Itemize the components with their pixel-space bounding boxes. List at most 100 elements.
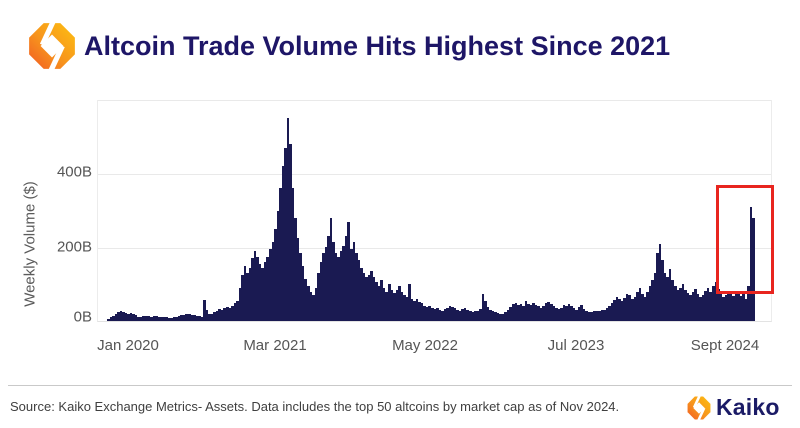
bar xyxy=(534,304,538,321)
gridline-200b xyxy=(98,248,771,249)
bar xyxy=(367,274,371,321)
bar xyxy=(286,118,290,321)
bar xyxy=(598,311,601,321)
bar xyxy=(443,309,447,321)
bar xyxy=(724,295,728,321)
bar xyxy=(722,297,725,321)
bar xyxy=(562,304,566,321)
bar xyxy=(504,312,507,321)
bar xyxy=(544,303,548,321)
bar xyxy=(729,293,733,321)
bar xyxy=(737,292,740,321)
bar xyxy=(711,286,715,321)
bar xyxy=(557,309,561,321)
bar xyxy=(719,294,723,321)
bar xyxy=(281,166,285,321)
gridline-600b xyxy=(98,100,771,101)
bar xyxy=(438,309,442,321)
bar xyxy=(587,311,591,321)
bar xyxy=(415,298,419,321)
bar xyxy=(628,295,631,321)
bar xyxy=(220,309,224,321)
bar xyxy=(258,263,262,321)
bar xyxy=(615,296,619,321)
bar xyxy=(704,290,707,321)
bar xyxy=(441,310,444,321)
footer-divider xyxy=(8,385,792,386)
bar xyxy=(742,293,745,321)
bar xyxy=(610,302,614,321)
bar xyxy=(342,245,345,321)
bar xyxy=(732,295,735,321)
bar xyxy=(112,315,115,321)
kaiko-logo-icon-small xyxy=(687,394,711,421)
bar xyxy=(476,310,480,321)
bar xyxy=(595,310,599,321)
bar xyxy=(433,309,437,321)
bar xyxy=(350,249,353,321)
bar xyxy=(238,287,242,321)
gridline-400b xyxy=(98,174,771,175)
bar xyxy=(542,305,545,321)
bar xyxy=(425,307,429,321)
y-tick-200b: 200B xyxy=(56,238,92,256)
bar xyxy=(517,304,520,321)
bar xyxy=(208,314,211,321)
bar xyxy=(195,315,199,321)
bar xyxy=(674,286,677,321)
bar xyxy=(549,304,553,321)
bar xyxy=(681,284,685,321)
bar xyxy=(390,289,394,321)
bar xyxy=(375,282,378,321)
bar-series xyxy=(107,100,755,321)
bar xyxy=(671,280,674,321)
bar xyxy=(360,267,363,321)
x-tick-mar-2021: Mar 2021 xyxy=(243,337,307,354)
bar xyxy=(182,314,186,321)
bar xyxy=(661,260,664,321)
bar xyxy=(144,315,148,321)
bar xyxy=(701,295,705,321)
bar xyxy=(474,311,477,321)
bar xyxy=(653,273,657,321)
bar xyxy=(420,303,424,321)
bar xyxy=(456,309,459,321)
bar xyxy=(522,305,525,321)
x-tick-may-2022: May 2022 xyxy=(392,337,458,354)
bar xyxy=(167,317,171,321)
bar xyxy=(193,315,196,321)
bar xyxy=(679,287,682,321)
source-note: Source: Kaiko Exchange Metrics- Assets. … xyxy=(10,399,620,414)
bar xyxy=(203,299,206,321)
bar xyxy=(180,315,183,321)
bar xyxy=(200,316,204,321)
bar xyxy=(408,284,411,321)
bar xyxy=(107,318,110,321)
bar xyxy=(468,311,472,321)
bar xyxy=(696,294,700,321)
bar xyxy=(122,311,125,321)
bar xyxy=(185,314,188,321)
kaiko-logo-icon xyxy=(29,20,75,72)
bar xyxy=(119,311,123,321)
bar xyxy=(322,252,325,321)
highlight-box-nov-2024-spike xyxy=(716,185,774,294)
bar xyxy=(215,310,219,321)
bar xyxy=(466,309,469,321)
bar xyxy=(236,300,239,321)
bar xyxy=(446,307,449,321)
bar xyxy=(132,313,135,321)
bar xyxy=(501,313,505,321)
bar xyxy=(494,312,497,321)
bar xyxy=(344,236,348,321)
bar xyxy=(684,289,687,321)
bar xyxy=(263,262,267,321)
bar xyxy=(734,294,738,321)
bar xyxy=(165,317,168,321)
bar xyxy=(357,260,361,321)
bar xyxy=(577,307,581,321)
bar xyxy=(646,291,649,321)
bar xyxy=(623,297,626,321)
bar xyxy=(347,221,350,321)
bar xyxy=(539,307,543,321)
